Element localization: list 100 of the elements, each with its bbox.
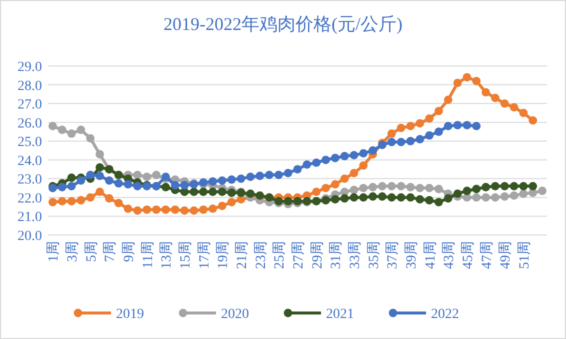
point — [425, 131, 434, 140]
point — [152, 170, 160, 180]
point — [396, 193, 406, 202]
point — [67, 197, 76, 206]
x-tick-label: 13周 — [160, 241, 175, 269]
x-tick-label: 35周 — [366, 241, 382, 269]
x-tick-label: 1周 — [46, 241, 62, 262]
point — [96, 188, 104, 196]
point — [528, 116, 538, 125]
point — [208, 177, 217, 186]
point — [453, 189, 462, 198]
point — [378, 192, 386, 201]
point — [519, 108, 528, 118]
point — [350, 150, 358, 160]
point — [227, 198, 236, 206]
point — [416, 119, 424, 128]
point — [246, 172, 255, 181]
point — [161, 205, 170, 214]
x-tick-label: 45周 — [460, 241, 476, 269]
point — [416, 135, 424, 144]
point — [312, 188, 321, 196]
point — [133, 182, 142, 190]
point — [491, 182, 500, 190]
point — [387, 193, 396, 202]
point — [218, 188, 226, 196]
point — [453, 78, 462, 88]
point — [510, 191, 518, 200]
point — [538, 186, 546, 196]
y-tick-label: 23.0 — [18, 172, 42, 188]
point — [462, 186, 472, 196]
point — [218, 202, 226, 210]
point — [208, 188, 217, 196]
point — [227, 188, 236, 197]
point — [274, 170, 283, 180]
x-tick-label: 5周 — [84, 241, 100, 262]
y-tick-label: 21.0 — [18, 210, 42, 226]
point — [96, 150, 104, 158]
point — [396, 124, 406, 132]
x-tick-label: 33周 — [348, 241, 363, 269]
point — [114, 198, 123, 208]
point — [105, 176, 114, 185]
point — [67, 174, 76, 182]
point — [161, 182, 170, 192]
x-tick-label: 15周 — [178, 241, 194, 269]
point — [444, 122, 452, 130]
x-tick-label: 37周 — [386, 241, 401, 269]
point — [528, 182, 538, 190]
point — [293, 165, 302, 174]
y-tick-label: 26.0 — [18, 116, 42, 132]
point — [340, 174, 349, 183]
point — [86, 170, 95, 180]
point — [330, 180, 340, 188]
x-tick-label: 11周 — [140, 241, 156, 268]
point — [208, 204, 217, 213]
x-tick-label: 9周 — [122, 241, 138, 262]
point — [236, 174, 246, 183]
point — [472, 76, 481, 86]
point — [322, 156, 330, 164]
point — [425, 196, 434, 204]
point — [434, 198, 443, 206]
x-tick-label: 49周 — [498, 241, 514, 269]
y-tick-label: 28.0 — [18, 78, 42, 94]
y-tick-label: 22.0 — [18, 191, 42, 206]
point — [444, 96, 452, 104]
y-tick-label: 29.0 — [18, 60, 42, 75]
x-tick-label: 23周 — [254, 241, 269, 269]
point — [133, 170, 142, 180]
point — [491, 193, 500, 202]
point — [124, 204, 132, 213]
point — [340, 152, 349, 160]
y-tick-label: 27.0 — [18, 98, 42, 113]
x-tick-label: 7周 — [103, 241, 118, 262]
point — [482, 88, 490, 96]
point — [359, 149, 368, 158]
point — [406, 193, 415, 202]
point — [180, 181, 189, 190]
point — [190, 188, 198, 196]
point — [86, 193, 95, 202]
point — [96, 172, 104, 180]
x-tick-label: 17周 — [197, 241, 212, 269]
point — [359, 193, 368, 202]
point — [472, 122, 481, 130]
point — [67, 129, 76, 138]
point — [199, 188, 208, 196]
point — [519, 182, 528, 190]
point — [96, 163, 104, 172]
x-tick-label: 51周 — [517, 241, 532, 269]
point — [170, 181, 180, 190]
point — [48, 122, 57, 130]
point — [330, 154, 340, 162]
point — [218, 176, 226, 185]
point — [482, 193, 490, 202]
point — [227, 175, 236, 184]
x-tick-label: 27周 — [292, 241, 306, 269]
y-tick-label: 25.0 — [18, 135, 42, 150]
x-tick-label: 43周 — [442, 241, 458, 269]
point — [190, 206, 198, 215]
x-tick-label: 3周 — [66, 241, 81, 262]
point — [425, 114, 434, 123]
point — [142, 205, 152, 214]
